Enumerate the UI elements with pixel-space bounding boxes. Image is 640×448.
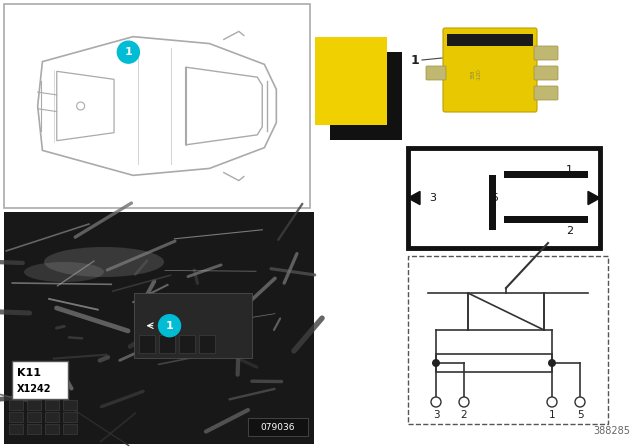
FancyBboxPatch shape	[534, 86, 558, 100]
Bar	[134, 293, 252, 358]
Bar	[504, 216, 589, 223]
FancyBboxPatch shape	[534, 46, 558, 60]
Text: 1: 1	[548, 410, 556, 420]
Circle shape	[77, 102, 84, 110]
Bar	[408, 148, 600, 248]
Circle shape	[459, 397, 469, 407]
Bar	[9, 400, 23, 410]
Bar	[4, 4, 310, 208]
Bar	[468, 293, 544, 330]
Text: K11: K11	[17, 368, 41, 378]
Text: 5: 5	[491, 193, 498, 203]
Circle shape	[432, 359, 440, 367]
Text: 3: 3	[433, 410, 439, 420]
Text: 2: 2	[461, 410, 467, 420]
Bar	[63, 424, 77, 434]
FancyBboxPatch shape	[426, 66, 446, 80]
FancyBboxPatch shape	[534, 66, 558, 80]
Text: 5: 5	[577, 410, 583, 420]
Text: X1242: X1242	[17, 384, 51, 394]
Ellipse shape	[24, 262, 104, 282]
Bar	[12, 361, 68, 399]
FancyBboxPatch shape	[443, 28, 537, 112]
Bar	[63, 412, 77, 422]
Circle shape	[431, 397, 441, 407]
Text: 1: 1	[125, 47, 132, 57]
Text: 388285: 388285	[593, 426, 630, 436]
Text: 079036: 079036	[260, 422, 295, 431]
Bar	[248, 418, 308, 436]
Bar	[408, 256, 608, 424]
Bar	[159, 335, 175, 353]
Bar	[45, 412, 59, 422]
Circle shape	[547, 397, 557, 407]
Bar	[27, 400, 41, 410]
Bar	[315, 37, 387, 125]
Circle shape	[159, 314, 180, 337]
Polygon shape	[588, 191, 600, 205]
Bar	[447, 34, 533, 46]
Text: 388
-12D: 388 -12D	[471, 68, 482, 80]
Bar	[27, 424, 41, 434]
Bar	[63, 400, 77, 410]
Bar	[179, 335, 195, 353]
Bar	[504, 171, 589, 178]
Bar	[199, 335, 215, 353]
Bar	[436, 354, 552, 372]
Text: 2: 2	[566, 226, 573, 236]
Bar	[140, 335, 155, 353]
Polygon shape	[57, 71, 114, 141]
Bar	[45, 400, 59, 410]
Bar	[330, 52, 402, 140]
Text: 1: 1	[411, 53, 419, 66]
Circle shape	[117, 41, 140, 63]
Polygon shape	[38, 37, 276, 175]
Polygon shape	[186, 67, 262, 145]
Circle shape	[548, 359, 556, 367]
Circle shape	[575, 397, 585, 407]
Ellipse shape	[44, 247, 164, 277]
Bar	[489, 175, 495, 230]
Text: 3: 3	[429, 193, 436, 203]
Text: 1: 1	[166, 321, 173, 331]
Bar	[4, 212, 314, 444]
Polygon shape	[408, 191, 420, 205]
Bar	[9, 424, 23, 434]
Bar	[45, 424, 59, 434]
Bar	[9, 412, 23, 422]
Text: 1: 1	[566, 165, 573, 175]
Bar	[27, 412, 41, 422]
